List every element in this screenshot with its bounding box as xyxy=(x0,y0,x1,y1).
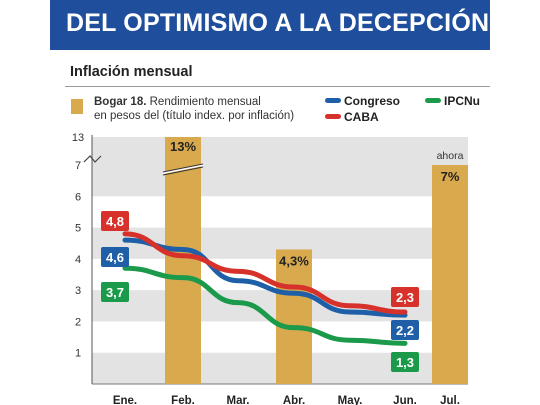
data-label-box xyxy=(391,287,419,307)
legend-label-congreso: Congreso xyxy=(344,94,401,108)
data-label-box xyxy=(101,211,129,231)
x-tick-label: Jul. xyxy=(440,395,460,405)
legend-bar-description: Bogar 18. Rendimiento mensual en pesos d… xyxy=(94,95,324,123)
data-label: 2,2 xyxy=(396,323,414,338)
grid-band xyxy=(92,137,468,165)
legend-label-caba: CABA xyxy=(344,110,379,124)
data-label-box xyxy=(391,352,419,372)
legend-item-caba: CABA xyxy=(325,110,379,124)
x-tick-label: Feb. xyxy=(171,395,195,405)
legend-swatch-caba xyxy=(325,114,341,120)
x-tick-label: Jun. xyxy=(393,395,417,405)
data-label: 1,3 xyxy=(396,355,414,370)
bar xyxy=(165,137,201,384)
bar xyxy=(276,249,312,384)
subtitle-divider xyxy=(65,86,490,87)
page-title: DEL OPTIMISMO A LA DECEPCIÓN xyxy=(66,9,490,37)
bar-break-line xyxy=(162,163,204,173)
grid-band xyxy=(92,165,468,197)
data-label-box xyxy=(101,282,129,302)
y-tick-label: 3 xyxy=(75,285,81,297)
legend-swatch-congreso xyxy=(325,98,341,104)
y-tick-label: 6 xyxy=(75,191,81,203)
legend-label-ipcnu: IPCNu xyxy=(444,94,480,108)
y-tick-label: 1 xyxy=(75,348,81,360)
y-tick-label: 5 xyxy=(75,223,81,235)
data-label-box xyxy=(101,247,129,267)
y-tick-label: 7 xyxy=(75,160,81,172)
y-tick-label: 4 xyxy=(75,254,81,266)
legend-swatch-ipcnu xyxy=(425,98,441,104)
y-tick-label: 13 xyxy=(72,132,84,144)
legend-bar-desc-second: en pesos del (título index. por inflació… xyxy=(94,110,295,122)
bar-value-label: 13% xyxy=(170,139,196,154)
legend-item-ipcnu: IPCNu xyxy=(425,94,480,108)
legend-bar-title: Bogar 18. xyxy=(94,96,147,108)
bar-annotation: ahora xyxy=(437,150,464,162)
chart-subtitle: Inflación mensual xyxy=(70,64,193,80)
bar-break-line xyxy=(162,166,204,176)
data-label: 2,3 xyxy=(396,290,414,305)
bar-value-label: 4,3% xyxy=(279,253,309,268)
header-banner: DEL OPTIMISMO A LA DECEPCIÓN xyxy=(50,0,490,50)
series-line-caba xyxy=(122,231,408,315)
bar xyxy=(432,165,468,384)
legend-item-congreso: Congreso xyxy=(325,94,400,108)
axis-break-marker xyxy=(83,155,102,163)
data-label-box xyxy=(391,320,419,340)
x-tick-label: Abr. xyxy=(283,395,305,405)
bar-value-label: 7% xyxy=(441,169,460,184)
data-label: 3,7 xyxy=(106,285,124,300)
x-tick-label: Mar. xyxy=(226,395,249,405)
data-label: 4,8 xyxy=(106,214,124,229)
y-tick-label: 2 xyxy=(75,316,81,328)
series-line-ipcnu xyxy=(122,265,408,346)
x-tick-label: May. xyxy=(338,395,363,405)
legend-bar-swatch xyxy=(71,99,83,114)
series-line-congreso xyxy=(122,237,408,318)
data-label: 4,6 xyxy=(106,250,124,265)
legend-bar-desc-first: Rendimiento mensual xyxy=(149,96,261,108)
x-tick-label: Ene. xyxy=(113,395,137,405)
